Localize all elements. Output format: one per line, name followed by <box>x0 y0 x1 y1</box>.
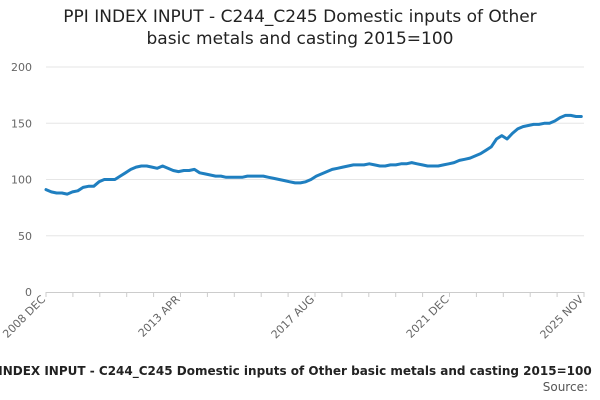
y-tick-label-0: 0 <box>25 286 32 299</box>
y-tick-label-200: 200 <box>11 61 32 74</box>
footer-series-title: PPI INDEX INPUT - C244_C245 Domestic inp… <box>0 364 592 378</box>
x-tick-label-4: 2025 NOV <box>538 293 587 342</box>
chart-title: PPI INDEX INPUT - C244_C245 Domestic inp… <box>0 6 600 50</box>
chart-title-line-2: basic metals and casting 2015=100 <box>146 29 454 49</box>
x-tick-label-0: 2008 DEC <box>0 293 48 341</box>
x-tick-label-3: 2021 DEC <box>404 293 452 341</box>
x-axis <box>45 292 585 297</box>
footer-source-label: Source: <box>542 380 588 394</box>
grid-lines <box>46 66 584 237</box>
y-axis-tick-labels: 0 50 100 150 200 <box>11 61 32 299</box>
series-line-0 <box>44 113 583 196</box>
y-tick-label-50: 50 <box>18 230 32 243</box>
y-tick-label-100: 100 <box>11 174 32 187</box>
series-layer <box>44 113 583 196</box>
x-axis-tick-labels: 2008 DEC 2013 APR 2017 AUG 2021 DEC 2025 NOV <box>0 293 586 342</box>
x-tick-label-2: 2017 AUG <box>269 293 318 342</box>
x-tick-label-1: 2013 APR <box>136 293 183 340</box>
chart-title-line-1: PPI INDEX INPUT - C244_C245 Domestic inp… <box>63 7 537 27</box>
y-tick-label-150: 150 <box>11 117 32 130</box>
